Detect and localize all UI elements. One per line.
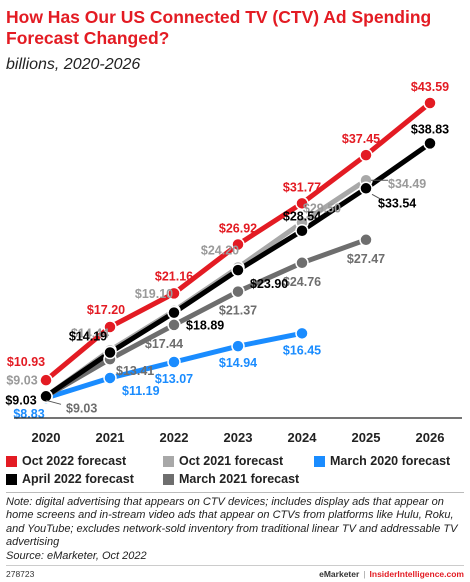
- series-line-march-2021-forecast: [43, 237, 369, 399]
- x-tick-label-2025: 2025: [352, 430, 381, 445]
- x-tick-label-2024: 2024: [288, 430, 318, 445]
- data-labels: $8.83 $11.19$13.07 $14.94 $16.45 $9.03 $13.41…: [5, 80, 449, 421]
- legend-label-oct-2021: Oct 2021 forecast: [179, 454, 284, 468]
- data-label-march-2020-forecast-2021: $11.19: [122, 384, 160, 398]
- data-point-march-2020-forecast-2023: [231, 339, 245, 353]
- data-point-march-2021-forecast-2025: [359, 233, 373, 247]
- data-point-april-2022-forecast-2023: [231, 263, 245, 277]
- data-label-oct-2022-forecast-2022: $21.16: [155, 269, 193, 283]
- data-label-oct-2022-forecast-2023: $26.92: [219, 221, 257, 235]
- legend-item-march-2020: March 2020 forecast: [314, 454, 450, 468]
- data-point-oct-2022-forecast-2021: [103, 320, 117, 334]
- chart-notes: Note: digital advertising that appears o…: [6, 492, 464, 563]
- data-label-march-2020-forecast-2022: $13.07: [155, 372, 193, 386]
- legend-item-march-2021: March 2021 forecast: [163, 472, 299, 486]
- data-label-april-2022-forecast-2022: $18.89: [186, 319, 224, 333]
- data-label-oct-2022-forecast-2020: $10.93: [7, 355, 45, 369]
- data-label-april-2022-forecast-2026: $38.83: [411, 122, 449, 136]
- legend-label-march-2021: March 2021 forecast: [179, 472, 300, 486]
- data-point-oct-2022-forecast-2026: [423, 96, 437, 110]
- data-label-oct-2022-forecast-2026: $43.59: [411, 80, 449, 94]
- brand-site: InsiderIntelligence.com: [369, 569, 464, 579]
- data-point-march-2021-forecast-2022: [167, 318, 181, 332]
- legend-swatch-oct-2021: [163, 455, 174, 467]
- data-point-oct-2022-forecast-2022: [167, 286, 181, 301]
- data-point-march-2020-forecast-2022: [167, 355, 181, 369]
- data-point-oct-2022-forecast-2025: [359, 148, 373, 162]
- legend-label-oct-2022: Oct 2022 forecast: [22, 454, 127, 468]
- source-text: Source: eMarketer, Oct 2022: [6, 549, 147, 562]
- chart-id: 278723: [6, 569, 35, 579]
- chart-subtitle: billions, 2020-2026: [6, 56, 141, 73]
- data-point-april-2022-forecast-2022: [167, 305, 181, 320]
- data-label-oct-2022-forecast-2021: $17.20: [87, 303, 125, 317]
- data-point-oct-2022-forecast-2020: [39, 373, 53, 387]
- data-label-march-2020-forecast-2020: $8.83: [13, 407, 44, 421]
- x-tick-label-2026: 2026: [416, 430, 445, 445]
- legend-item-april-2022: April 2022 forecast: [6, 472, 134, 486]
- data-point-march-2021-forecast-2023: [231, 284, 245, 299]
- legend-swatch-april-2022: [6, 473, 17, 485]
- data-label-march-2021-forecast-2021: $13.41: [116, 364, 154, 378]
- chart-title: How Has Our US Connected TV (CTV) Ad Spe…: [6, 7, 432, 48]
- data-label-april-2022-forecast-2021: $14.19: [69, 330, 107, 344]
- data-point-march-2020-forecast-2021: [103, 371, 117, 385]
- data-point-oct-2022-forecast-2024: [295, 196, 309, 211]
- data-label-march-2020-forecast-2024: $16.45: [283, 343, 321, 357]
- data-label-april-2022-forecast-2025: $33.54: [378, 196, 416, 210]
- data-point-april-2022-forecast-2026: [423, 136, 437, 151]
- data-label-april-2022-forecast-2023: $23.90: [250, 277, 288, 291]
- x-tick-label-2020: 2020: [32, 430, 61, 445]
- series-points: [39, 96, 437, 405]
- legend-label-march-2020: March 2020 forecast: [330, 454, 451, 468]
- legend-swatch-march-2020: [314, 455, 325, 467]
- legend: Oct 2022 forecast Oct 2021 forecast Marc…: [6, 454, 468, 490]
- data-label-march-2021-forecast-2022: $17.44: [145, 337, 183, 351]
- legend-item-oct-2022: Oct 2022 forecast: [6, 454, 126, 468]
- data-label-march-2021-forecast-2023: $21.37: [219, 304, 257, 318]
- data-label-april-2022-forecast-2020: $9.03: [5, 393, 36, 407]
- data-point-april-2022-forecast-2025: [359, 181, 373, 196]
- note-text: Note: digital advertising that appears o…: [6, 496, 458, 549]
- data-label-march-2020-forecast-2023: $14.94: [219, 356, 257, 370]
- data-label-march-2021-forecast-2020: $9.03: [66, 401, 97, 415]
- data-label-oct-2021-forecast-2025: $34.49: [388, 177, 426, 191]
- data-point-march-2020-forecast-2024: [295, 326, 309, 341]
- data-point-march-2021-forecast-2024: [295, 256, 309, 270]
- x-tick-label-2021: 2021: [96, 430, 125, 445]
- x-tick-label-2023: 2023: [224, 430, 253, 445]
- data-label-oct-2021-forecast-2020: $9.03: [6, 373, 37, 387]
- legend-item-oct-2021: Oct 2021 forecast: [163, 454, 283, 468]
- x-axis-ticks: 2020 2021 2022 2023 2024 2025 2026: [32, 430, 445, 445]
- data-label-march-2021-forecast-2024: $24.76: [283, 275, 321, 289]
- brand-name: eMarketer: [319, 569, 360, 579]
- legend-swatch-march-2021: [163, 473, 174, 485]
- x-tick-label-2022: 2022: [160, 430, 189, 445]
- data-label-march-2021-forecast-2025: $27.47: [347, 252, 385, 266]
- data-label-oct-2021-forecast-2021: $14.44: [71, 326, 109, 340]
- label-leader-march-2021-forecast-2020: [45, 399, 62, 405]
- data-point-april-2022-forecast-2020: [39, 389, 53, 404]
- legend-label-april-2022: April 2022 forecast: [22, 472, 134, 486]
- data-point-april-2022-forecast-2021: [103, 345, 117, 360]
- data-point-oct-2022-forecast-2023: [231, 237, 245, 252]
- label-leader-april-2022-forecast-2025: [371, 193, 382, 200]
- data-label-oct-2021-forecast-2023: $24.20: [201, 244, 239, 258]
- data-label-april-2022-forecast-2024: $28.54: [283, 210, 321, 224]
- brand-credit: eMarketer | InsiderIntelligence.com: [319, 569, 464, 579]
- data-point-april-2022-forecast-2024: [295, 223, 309, 238]
- footer: 278723 eMarketer | InsiderIntelligence.com: [6, 565, 464, 579]
- data-label-oct-2022-forecast-2025: $37.45: [342, 132, 380, 146]
- data-label-oct-2022-forecast-2024: $31.77: [283, 180, 321, 194]
- brand-separator: |: [363, 569, 366, 579]
- legend-swatch-oct-2022: [6, 455, 17, 467]
- data-label-oct-2021-forecast-2022: $19.10: [135, 287, 173, 301]
- data-label-oct-2021-forecast-2024: $29.50: [303, 202, 341, 216]
